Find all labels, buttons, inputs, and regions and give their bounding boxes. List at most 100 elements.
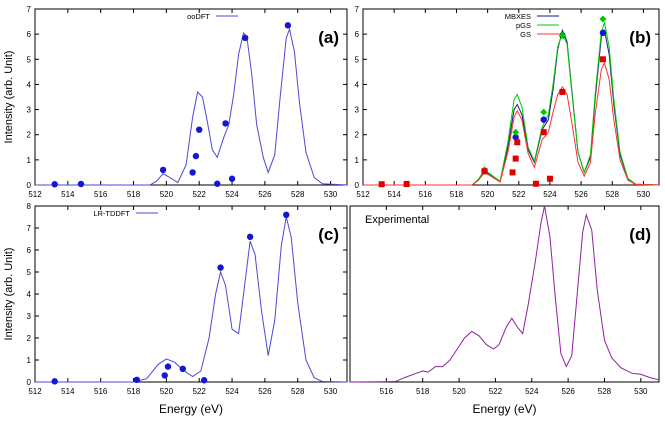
panel-b-ytick-label: 4 [355, 80, 360, 89]
panel-c-ytick-label: 3 [27, 312, 32, 321]
panel-c-ytick-label: 7 [27, 224, 32, 233]
panel-b-xtick-label: 516 [419, 190, 433, 199]
panel-d-frame [349, 205, 660, 383]
panel-d-xlabel: Energy (eV) [472, 402, 536, 416]
panel-a-series-oodft-sticks-point-6 [214, 180, 221, 187]
panel-b-legend-label-1: pGS [516, 21, 531, 30]
panel-b-series-pgs-sticks-point-1 [512, 128, 520, 136]
panel-c-ytick-label: 5 [27, 268, 32, 277]
panel-a-xtick-label: 520 [160, 190, 174, 199]
panel-c-series-lr-tddft-sticks-point-2 [161, 372, 168, 379]
panel-c-xlabel: Energy (eV) [159, 402, 223, 416]
panel-b-xtick-label: 522 [512, 190, 526, 199]
panel-c-xtick-label: 524 [225, 387, 239, 396]
panel-b-legend-label-2: GS [520, 30, 531, 39]
panel-d-xtick-label: 526 [561, 387, 575, 396]
panel-b-xtick-label: 514 [387, 190, 401, 199]
panel-c-series-lr-tddft-sticks-point-3 [164, 363, 172, 370]
panel-a-xtick-label: 522 [193, 190, 207, 199]
panel-b-series-gs-sticks-point-7 [540, 129, 547, 136]
panel-a-frame [34, 8, 348, 186]
panel-a-xtick-label: 518 [127, 190, 141, 199]
panel-b-frame [362, 8, 660, 186]
panel-c-series-lr-tddft-sticks-point-0 [51, 378, 58, 385]
panel-b-series-gs-sticks-point-1 [403, 180, 410, 187]
panel-b-ytick-label: 3 [355, 106, 360, 115]
panel-c-series-lr-tddft-sticks-point-4 [179, 365, 186, 372]
panel-b-ytick-label: 0 [355, 181, 360, 190]
panel-b-xtick-label: 518 [450, 190, 464, 199]
panel-a-ytick-label: 3 [27, 106, 32, 115]
panel-b-series-mbxes-sticks-point-1 [512, 134, 519, 141]
panel-c-ylabel: Intensity (arb. Unit) [3, 248, 15, 341]
panel-b-label: (b) [629, 28, 651, 47]
panel-a-series-oodft-sticks-point-7 [222, 120, 229, 127]
panel-c-xtick-label: 512 [28, 387, 42, 396]
panel-a-series-oodft-sticks-point-2 [159, 166, 167, 174]
panel-d-series-experimental-line [349, 205, 660, 383]
panel-b-xtick-label: 530 [637, 190, 651, 199]
panel-b-xtick-label: 520 [481, 190, 495, 199]
panel-d-label: (d) [629, 225, 651, 244]
panel-b-series-mbxes-sticks-point-2 [540, 116, 547, 123]
panel-b-legend-label-0: MBXES [505, 12, 531, 21]
panel-d-xtick-label: 524 [525, 387, 539, 396]
panel-b-series-gs-line [363, 61, 660, 186]
panel-a-series-oodft-sticks-point-10 [284, 22, 292, 29]
panel-a-ytick-label: 1 [27, 156, 32, 165]
panel-d-xtick-label: 520 [452, 387, 466, 396]
panel-b-ytick-label: 6 [355, 30, 360, 39]
panel-a-xtick-label: 514 [61, 190, 75, 199]
panel-c-frame [34, 205, 348, 383]
panel-c-xtick-label: 526 [258, 387, 272, 396]
panel-b-ytick-label: 7 [355, 5, 360, 14]
panel-b-xtick-label: 526 [574, 190, 588, 199]
panel-a-ytick-label: 2 [27, 131, 32, 140]
panel-a-series-oodft-sticks-point-0 [51, 181, 58, 188]
panel-a-series-oodft-sticks-point-3 [189, 169, 196, 176]
panel-a-xtick-label: 512 [28, 190, 42, 199]
panel-c-ytick-label: 2 [27, 334, 32, 343]
panel-c-series-lr-tddft-sticks-point-6 [217, 264, 224, 271]
panel-b-series-gs-sticks-point-10 [599, 56, 606, 63]
panel-b-series-gs-sticks-point-0 [378, 181, 385, 188]
panel-b-xtick-label: 528 [606, 190, 620, 199]
panel-a-xtick-label: 530 [324, 190, 338, 199]
panel-b-ytick-label: 2 [355, 131, 360, 140]
panel-b-series-pgs-sticks-point-2 [540, 108, 548, 116]
panel-c-ytick-label: 4 [27, 290, 32, 299]
panel-a-xtick-label: 524 [225, 190, 239, 199]
panel-b-ytick-label: 5 [355, 55, 360, 64]
panel-c-xtick-label: 528 [291, 387, 305, 396]
panel-b-series-gs-sticks-point-6 [532, 180, 539, 187]
panel-a-xtick-label: 516 [94, 190, 108, 199]
panel-a-legend-label-0: ooDFT [187, 12, 210, 21]
panel-a-series-oodft-sticks-point-1 [77, 180, 85, 188]
panel-a-ylabel: Intensity (arb. Unit) [3, 51, 15, 144]
panel-c-xtick-label: 518 [127, 387, 141, 396]
panel-a-ytick-label: 0 [27, 181, 32, 190]
panel-d-xtick-label: 530 [634, 387, 648, 396]
panel-b-ytick-label: 1 [355, 156, 360, 165]
panel-d-xtick-label: 522 [489, 387, 503, 396]
panel-a-series-oodft-sticks-point-5 [196, 126, 203, 133]
panel-c-xtick-label: 520 [160, 387, 174, 396]
panel-b-xtick-label: 524 [543, 190, 557, 199]
panel-d-inset-title: Experimental [365, 214, 429, 226]
panel-c-series-lr-tddft-sticks-point-7 [246, 233, 254, 240]
panel-a-xtick-label: 526 [258, 190, 272, 199]
panel-c-ytick-label: 8 [27, 202, 32, 211]
panel-a-ytick-label: 6 [27, 30, 32, 39]
panel-a-series-oodft-line [35, 27, 348, 186]
panel-b-series-pgs-sticks-point-3 [558, 31, 566, 39]
panel-a-series-oodft-sticks-point-8 [228, 175, 236, 182]
panel-b-series-gs-sticks-point-9 [559, 88, 566, 95]
panel-a-label: (a) [318, 28, 339, 47]
panel-c-ytick-label: 1 [27, 356, 32, 365]
panel-c-ytick-label: 6 [27, 246, 32, 255]
panel-d-xtick-label: 518 [416, 387, 430, 396]
panel-c-series-lr-tddft-sticks-point-8 [283, 211, 290, 218]
panel-b-series-pgs-sticks-point-4 [599, 15, 607, 23]
